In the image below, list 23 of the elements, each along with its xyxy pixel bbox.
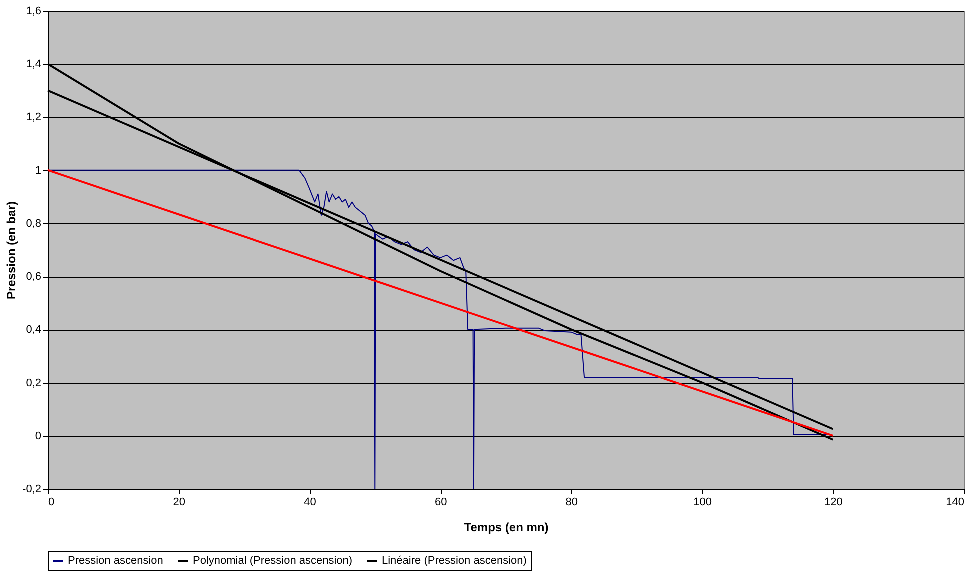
y-tick-label: -0,2 (22, 484, 42, 496)
x-tick-label: 60 (434, 496, 448, 508)
x-tick-label: 120 (824, 496, 843, 508)
y-tick-label: 0,4 (26, 324, 42, 336)
y-axis-title: Pression (en bar) (4, 201, 19, 300)
legend-label: Linéaire (Pression ascension) (382, 555, 527, 567)
y-tick-label: 1,2 (26, 112, 42, 124)
y-tick-label: 0,8 (26, 218, 42, 230)
x-tick-label: 100 (694, 496, 712, 508)
legend-label: Pression ascension (68, 555, 164, 567)
y-tick-label: 1,6 (26, 6, 42, 18)
x-tick-label: 20 (173, 496, 186, 508)
x-axis-title: Temps (en mn) (464, 520, 549, 534)
y-tick-label: 1 (35, 164, 42, 177)
legend-label: Polynomial (Pression ascension) (193, 555, 353, 567)
x-tick-label: 0 (48, 496, 55, 508)
y-tick-label: 0,2 (26, 377, 42, 390)
y-tick-label: 0 (35, 430, 42, 442)
x-tick-label: 40 (304, 496, 316, 508)
y-tick-label: 0,6 (26, 271, 42, 284)
x-tick-label: 140 (946, 496, 964, 508)
y-tick-label: 1,4 (26, 58, 42, 71)
x-tick-label: 80 (566, 496, 578, 508)
